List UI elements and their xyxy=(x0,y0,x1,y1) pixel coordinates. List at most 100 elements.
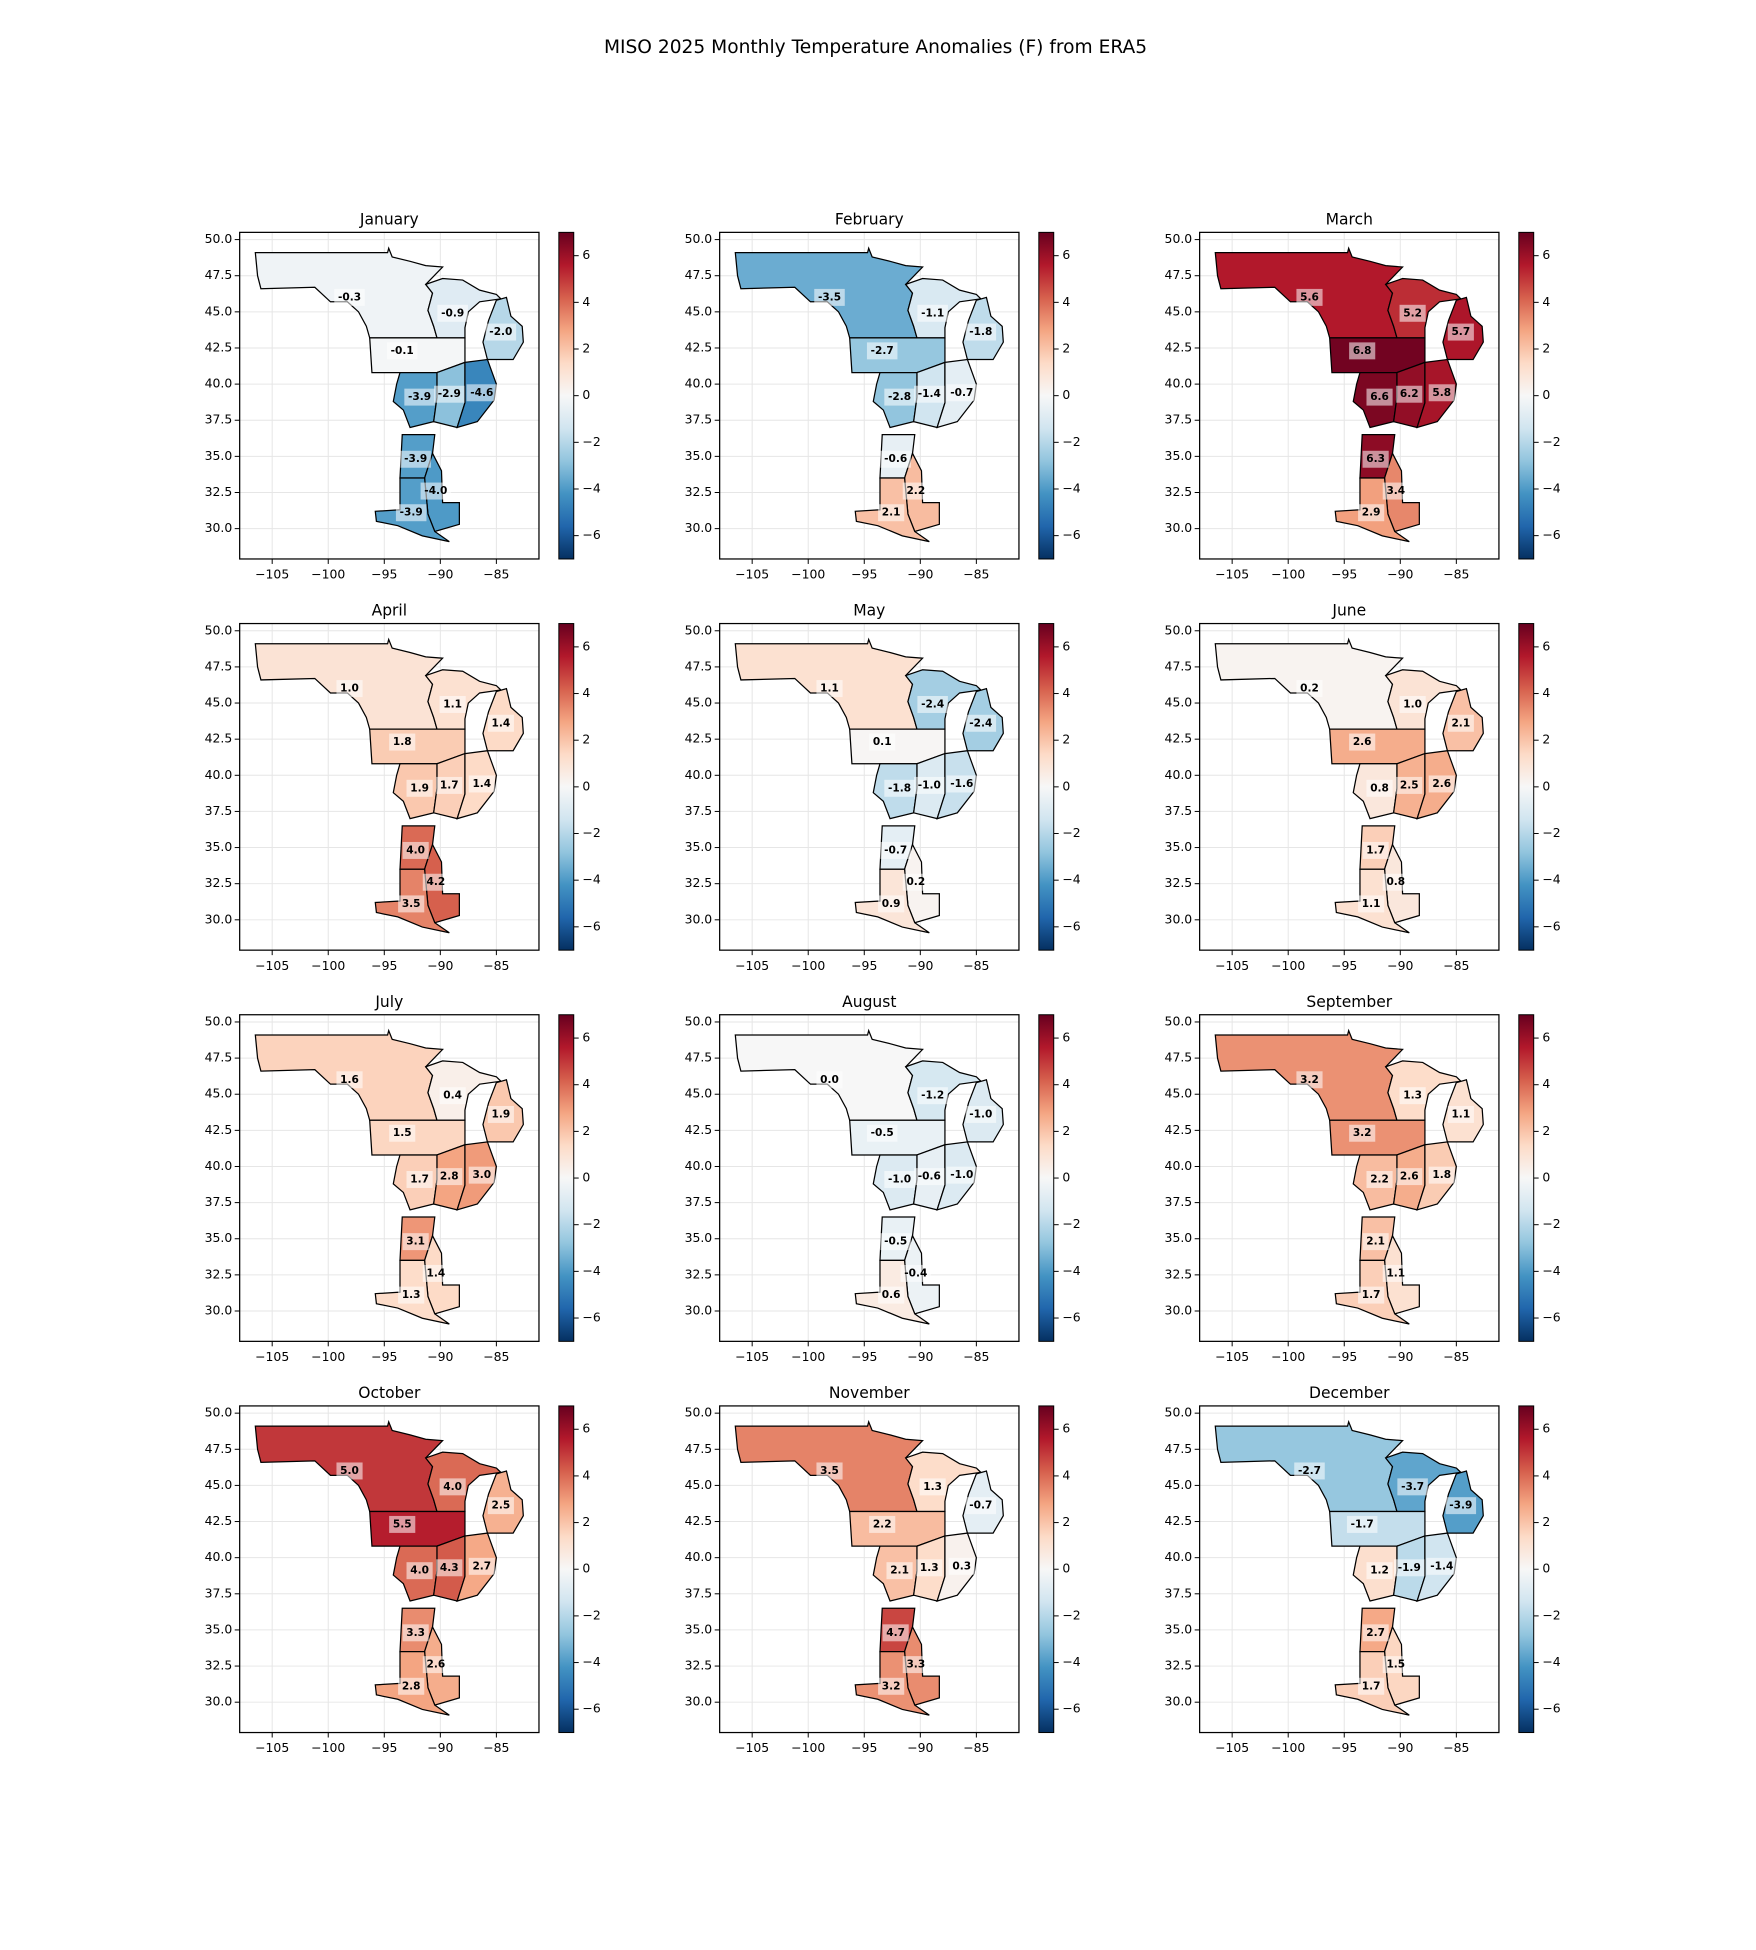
value-label: 3.2 xyxy=(1300,1074,1319,1086)
y-tick-label: 50.0 xyxy=(685,231,713,246)
value-label: -0.6 xyxy=(918,1171,941,1183)
value-label: 0.2 xyxy=(906,876,925,888)
value-label: 3.2 xyxy=(1353,1127,1372,1139)
x-tick-label: −90 xyxy=(907,1349,933,1364)
colorbar-tick-label: −2 xyxy=(582,1607,600,1622)
value-label: -0.4 xyxy=(904,1267,927,1279)
y-tick-label: 45.0 xyxy=(1165,1086,1193,1101)
colorbar-tick-label: 0 xyxy=(1062,778,1070,793)
value-label: -1.9 xyxy=(1398,1562,1421,1574)
subplot-title: March xyxy=(1326,210,1373,228)
label-box xyxy=(1396,1168,1423,1186)
colorbar xyxy=(1518,1014,1535,1342)
value-label: 2.8 xyxy=(402,1680,421,1692)
x-tick-label: −100 xyxy=(311,567,345,582)
value-label: 6.3 xyxy=(1366,453,1385,465)
value-label: -1.8 xyxy=(888,782,911,794)
colorbar xyxy=(558,231,575,560)
label-box xyxy=(1428,384,1455,402)
value-label: -0.3 xyxy=(338,291,361,303)
axes-frame xyxy=(1199,1405,1500,1734)
label-box xyxy=(1294,1462,1325,1480)
subplot-title: June xyxy=(1331,602,1366,620)
x-tick-label: −90 xyxy=(1387,958,1413,973)
label-box xyxy=(884,1171,915,1188)
y-tick-label: 50.0 xyxy=(685,1405,713,1420)
value-label: 2.6 xyxy=(1432,778,1451,790)
value-label: 1.1 xyxy=(1362,898,1381,910)
x-tick-label: −105 xyxy=(735,1349,769,1364)
label-box xyxy=(336,680,363,698)
colorbar-tick-label: −2 xyxy=(582,1216,600,1231)
value-label: 1.5 xyxy=(1386,1659,1405,1671)
label-box xyxy=(1382,1656,1409,1674)
label-box xyxy=(869,1515,896,1533)
y-tick-label: 35.0 xyxy=(1165,448,1193,463)
colorbar xyxy=(558,623,575,951)
subplot-title: February xyxy=(835,210,904,228)
label-box xyxy=(406,1171,433,1188)
x-tick-label: −105 xyxy=(1215,567,1249,582)
label-box xyxy=(334,288,365,306)
label-box xyxy=(398,1286,425,1304)
value-label: 2.9 xyxy=(1362,507,1381,519)
colorbar-tick-label: 0 xyxy=(1542,778,1550,793)
value-label: 6.8 xyxy=(1353,345,1372,357)
label-box xyxy=(1399,304,1426,322)
label-box xyxy=(902,1656,929,1674)
y-tick-label: 30.0 xyxy=(685,520,713,535)
label-box xyxy=(406,1562,433,1580)
y-tick-label: 35.0 xyxy=(685,839,713,854)
value-label: 1.7 xyxy=(1362,1289,1381,1301)
value-label: 5.8 xyxy=(1432,387,1451,399)
axes-frame xyxy=(719,622,1020,951)
y-tick-label: 45.0 xyxy=(205,1086,233,1101)
value-label: 0.8 xyxy=(1370,782,1389,794)
y-tick-label: 35.0 xyxy=(1165,1621,1193,1636)
value-label: -3.5 xyxy=(818,291,841,303)
x-tick-label: −100 xyxy=(1271,1349,1305,1364)
value-label: 0.1 xyxy=(873,736,892,748)
colorbar xyxy=(1518,1405,1535,1734)
colorbar-tick-label: 6 xyxy=(582,1030,590,1045)
colorbar-tick-label: 4 xyxy=(1542,1076,1550,1091)
colorbar-tick-label: 2 xyxy=(582,732,590,747)
colorbar-tick-label: −2 xyxy=(1542,434,1560,449)
y-tick-label: 30.0 xyxy=(1165,911,1193,926)
colorbar-tick-label: −6 xyxy=(582,1701,600,1716)
y-tick-label: 30.0 xyxy=(205,911,233,926)
y-tick-label: 45.0 xyxy=(1165,695,1193,710)
label-box xyxy=(487,714,514,732)
x-tick-label: −105 xyxy=(255,1740,289,1755)
value-label: 5.0 xyxy=(340,1465,359,1477)
label-box xyxy=(1366,388,1393,406)
y-tick-label: 35.0 xyxy=(1165,839,1193,854)
y-tick-label: 40.0 xyxy=(1165,1158,1193,1173)
label-box xyxy=(1366,1562,1393,1580)
value-label: 0.0 xyxy=(820,1074,839,1086)
label-box xyxy=(1346,1515,1378,1533)
label-box xyxy=(816,1462,843,1480)
value-label: -0.5 xyxy=(884,1236,907,1248)
colorbar xyxy=(1518,623,1535,951)
value-label: 5.5 xyxy=(393,1518,412,1530)
colorbar-tick-label: 6 xyxy=(1542,638,1550,653)
value-label: 2.7 xyxy=(1366,1627,1385,1639)
value-label: 1.1 xyxy=(1451,1108,1470,1120)
label-box xyxy=(439,1478,466,1496)
axes-frame xyxy=(239,622,540,951)
colorbar-tick-label: 0 xyxy=(582,1561,590,1576)
label-box xyxy=(965,1105,997,1123)
axes-frame xyxy=(1199,231,1500,560)
y-tick-label: 40.0 xyxy=(205,1549,233,1564)
label-box xyxy=(917,304,948,322)
x-tick-label: −95 xyxy=(371,958,397,973)
y-tick-label: 42.5 xyxy=(205,339,233,354)
label-box xyxy=(406,779,433,797)
axes-frame xyxy=(239,1405,540,1734)
x-tick-label: −105 xyxy=(735,958,769,973)
colorbar-tick-label: 2 xyxy=(1062,732,1070,747)
label-box xyxy=(917,695,948,713)
colorbar-tick-label: 4 xyxy=(1542,685,1550,700)
colorbar-tick-label: −6 xyxy=(1542,527,1560,542)
